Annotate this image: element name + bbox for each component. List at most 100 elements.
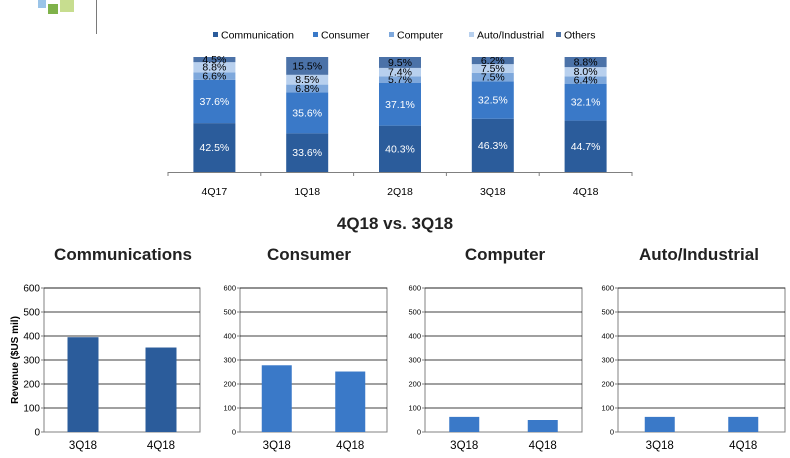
data-label: 6.8%: [295, 83, 319, 95]
panel-title-computer: Computer: [464, 245, 546, 264]
y-tick-label: 400: [601, 332, 614, 341]
plot-area: [239, 287, 388, 433]
y-tick-label: 100: [408, 404, 421, 413]
bar: [644, 416, 675, 432]
legend-swatch: [213, 32, 218, 37]
data-label: 37.6%: [200, 96, 230, 108]
stacked-bar-segment: [379, 76, 421, 83]
y-tick-label: 300: [408, 356, 421, 365]
y-tick-label: 100: [601, 404, 614, 413]
data-label: 6.4%: [574, 75, 598, 87]
x-tick-label: 1Q18: [294, 186, 320, 198]
stacked-bar-segment: [193, 72, 236, 80]
y-tick-label: 100: [223, 404, 236, 413]
data-label: 7.4%: [388, 67, 412, 79]
y-tick-label: 0: [232, 428, 236, 437]
y-tick-label: 0: [417, 428, 421, 437]
data-label: 37.1%: [385, 99, 415, 111]
y-tick-label: 300: [23, 356, 40, 367]
stacked-bar-segment: [286, 133, 329, 172]
stacked-bar-segment: [379, 125, 421, 172]
legend-swatch: [389, 32, 394, 37]
stacked-bar-segment: [471, 81, 514, 119]
bar: [145, 347, 177, 432]
data-label: 8.8%: [574, 57, 598, 69]
data-label: 35.6%: [292, 107, 322, 119]
stacked-bar-segment: [471, 64, 514, 73]
y-tick-label: 400: [23, 332, 40, 343]
legend-label: Others: [564, 30, 596, 42]
stacked-bar-segment: [564, 120, 607, 172]
stacked-bar-segment: [379, 57, 421, 68]
y-tick-label: 200: [408, 380, 421, 389]
y-tick-label: 300: [223, 356, 236, 365]
data-label: 7.5%: [481, 63, 505, 75]
y-tick-label: 500: [601, 308, 614, 317]
y-tick-label: 100: [23, 404, 40, 415]
company-logo: [38, 0, 97, 34]
stacked-bar-segment: [193, 123, 236, 172]
panel-title-auto-industrial: Auto/Industrial: [639, 245, 759, 264]
legend-label: Communication: [221, 30, 294, 42]
data-label: 8.5%: [295, 74, 319, 86]
stacked-bar-segment: [564, 76, 607, 84]
stacked-bar-segment: [564, 57, 607, 68]
stacked-bar-segment: [286, 92, 329, 134]
logo-square: [48, 4, 58, 14]
y-tick-label: 200: [23, 380, 40, 391]
bar: [67, 337, 99, 432]
y-tick-label: 200: [601, 380, 614, 389]
legend-label: Auto/Industrial: [477, 30, 544, 42]
y-tick-label: 500: [408, 308, 421, 317]
x-tick-label: 4Q17: [202, 186, 228, 198]
y-tick-label: 600: [408, 284, 421, 293]
data-label: 5.7%: [388, 74, 412, 86]
x-tick-label: 4Q18: [336, 440, 364, 452]
data-label: 32.1%: [571, 97, 601, 109]
logo-square: [38, 0, 46, 8]
plot-area: [617, 287, 786, 433]
legend-swatch: [469, 32, 474, 37]
data-label: 9.5%: [388, 57, 412, 69]
x-tick-label: 3Q18: [646, 440, 674, 452]
y-tick-label: 600: [601, 284, 614, 293]
legend-swatch: [556, 32, 561, 37]
x-tick-label: 2Q18: [387, 186, 413, 198]
data-label: 6.2%: [481, 55, 505, 67]
legend-swatch: [313, 32, 318, 37]
y-axis-label: Revenue ($US mil): [10, 316, 21, 404]
data-label: 6.6%: [202, 71, 226, 83]
x-tick-label: 3Q18: [69, 440, 97, 452]
x-tick-label: 4Q18: [729, 440, 757, 452]
revenue-mix-stacked-chart: Communication Consumer Computer Auto/Indust…: [167, 30, 633, 198]
bar: [527, 420, 558, 432]
y-tick-label: 600: [23, 284, 40, 295]
x-tick-label: 3Q18: [263, 440, 291, 452]
stacked-bar-segment: [471, 118, 514, 172]
stacked-bar-segment: [193, 62, 236, 73]
stacked-bar-segment: [193, 57, 236, 63]
legend-label: Computer: [397, 30, 444, 42]
y-tick-label: 400: [223, 332, 236, 341]
x-tick-label: 4Q18: [529, 440, 557, 452]
data-label: 8.8%: [202, 62, 226, 74]
comparison-title: 4Q18 vs. 3Q18: [336, 214, 454, 233]
data-label: 42.5%: [200, 142, 230, 154]
stacked-bar-segment: [471, 57, 514, 65]
x-tick-label: 3Q18: [450, 440, 478, 452]
bar: [261, 365, 292, 432]
bar: [449, 416, 480, 432]
panel-title-communications: Communications: [54, 245, 192, 264]
y-tick-label: 500: [223, 308, 236, 317]
plot-area: [424, 287, 583, 433]
data-label: 4.5%: [202, 54, 226, 66]
y-tick-label: 300: [601, 356, 614, 365]
data-label: 32.5%: [478, 95, 508, 107]
stacked-bar-segment: [564, 83, 607, 121]
legend-label: Consumer: [321, 30, 370, 42]
data-label: 8.0%: [574, 66, 598, 78]
plot-area: [43, 287, 201, 433]
stacked-bar-segment: [286, 74, 329, 85]
bar: [335, 371, 366, 432]
data-label: 46.3%: [478, 140, 508, 152]
